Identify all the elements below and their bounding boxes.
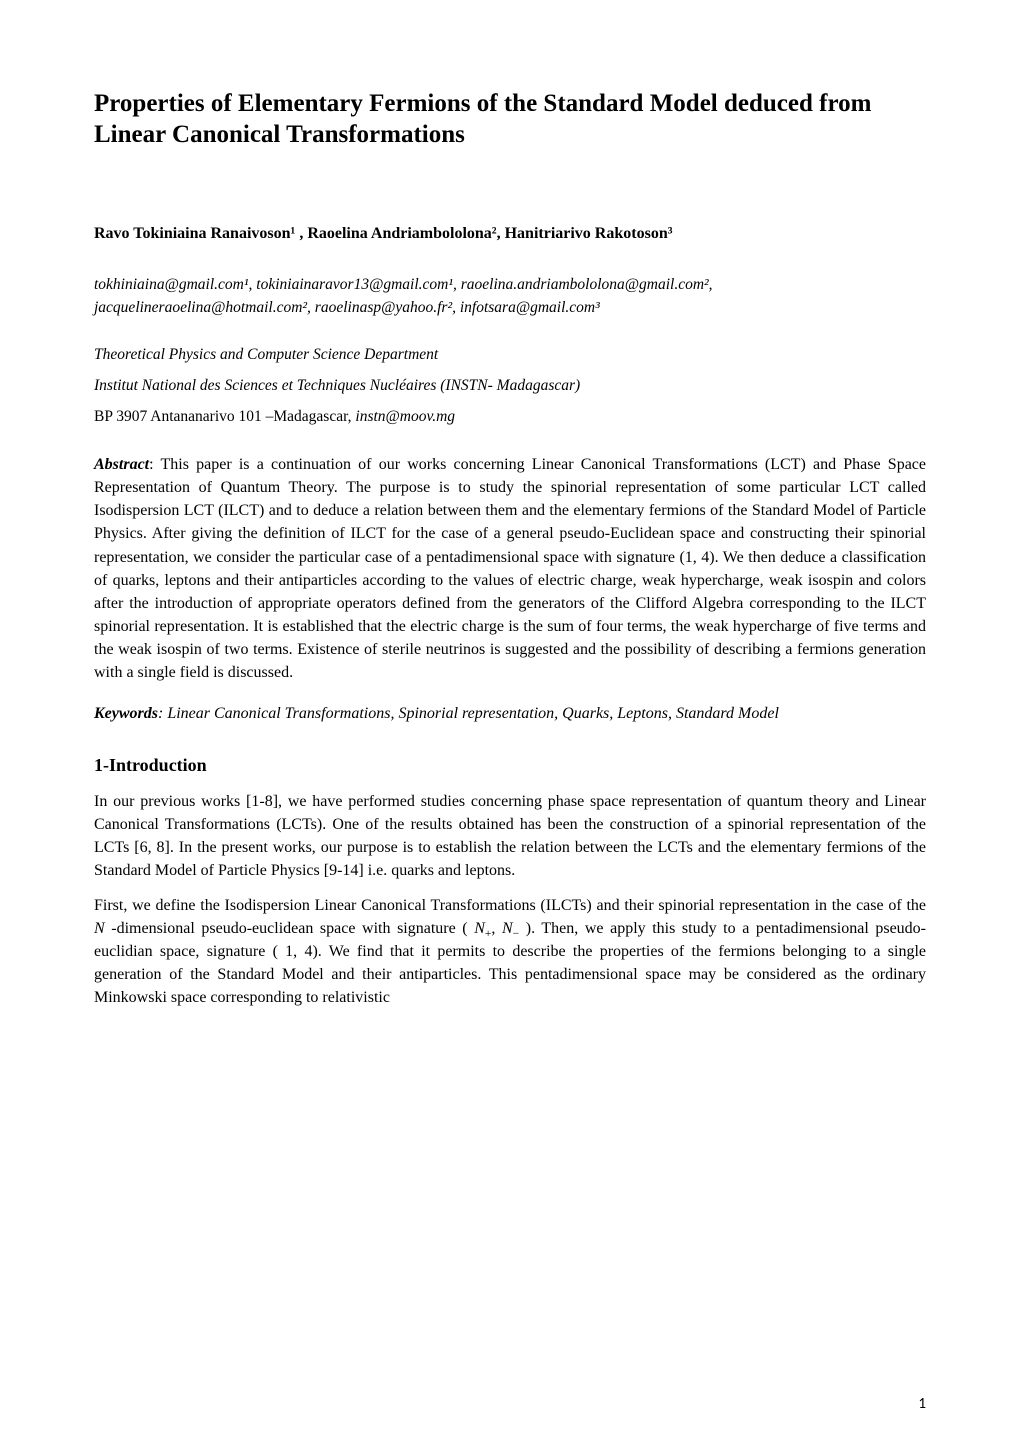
abstract-text: : This paper is a continuation of our wo… — [94, 456, 926, 680]
intro-paragraph-2: First, we define the Isodispersion Linea… — [94, 894, 926, 1009]
abstract-block: Abstract: This paper is a continuation o… — [94, 453, 926, 683]
paper-title: Properties of Elementary Fermions of the… — [94, 88, 926, 151]
page-number: 1 — [918, 1395, 926, 1413]
affiliation-department: Theoretical Physics and Computer Science… — [94, 343, 926, 368]
emails-line: tokhiniaina@gmail.com¹, tokiniainaravor1… — [94, 273, 926, 320]
intro-p2-part-b: -dimensional pseudo-euclidean space with… — [105, 920, 475, 937]
affiliation-address-plain: BP 3907 Antananarivo 101 –Madagascar, — [94, 408, 355, 425]
intro-p2-N: N — [94, 920, 105, 937]
affiliation-email: instn@moov.mg — [355, 408, 455, 425]
authors-line: Ravo Tokiniaina Ranaivoson¹ , Raoelina A… — [94, 225, 926, 243]
intro-p2-part-c: , — [491, 920, 502, 937]
intro-paragraph-1: In our previous works [1-8], we have per… — [94, 790, 926, 882]
keywords-block: Keywords: Linear Canonical Transformatio… — [94, 702, 926, 725]
intro-p2-Nminus: N — [502, 920, 513, 937]
keywords-text: : Linear Canonical Transformations, Spin… — [158, 705, 779, 722]
intro-p2-part-a: First, we define the Isodispersion Linea… — [94, 897, 926, 914]
keywords-label: Keywords — [94, 705, 158, 722]
section-heading-introduction: 1-Introduction — [94, 755, 926, 776]
affiliation-address: BP 3907 Antananarivo 101 –Madagascar, in… — [94, 405, 926, 430]
intro-p2-Nplus: N — [474, 920, 485, 937]
affiliation-institute: Institut National des Sciences et Techni… — [94, 374, 926, 399]
abstract-label: Abstract — [94, 456, 149, 473]
